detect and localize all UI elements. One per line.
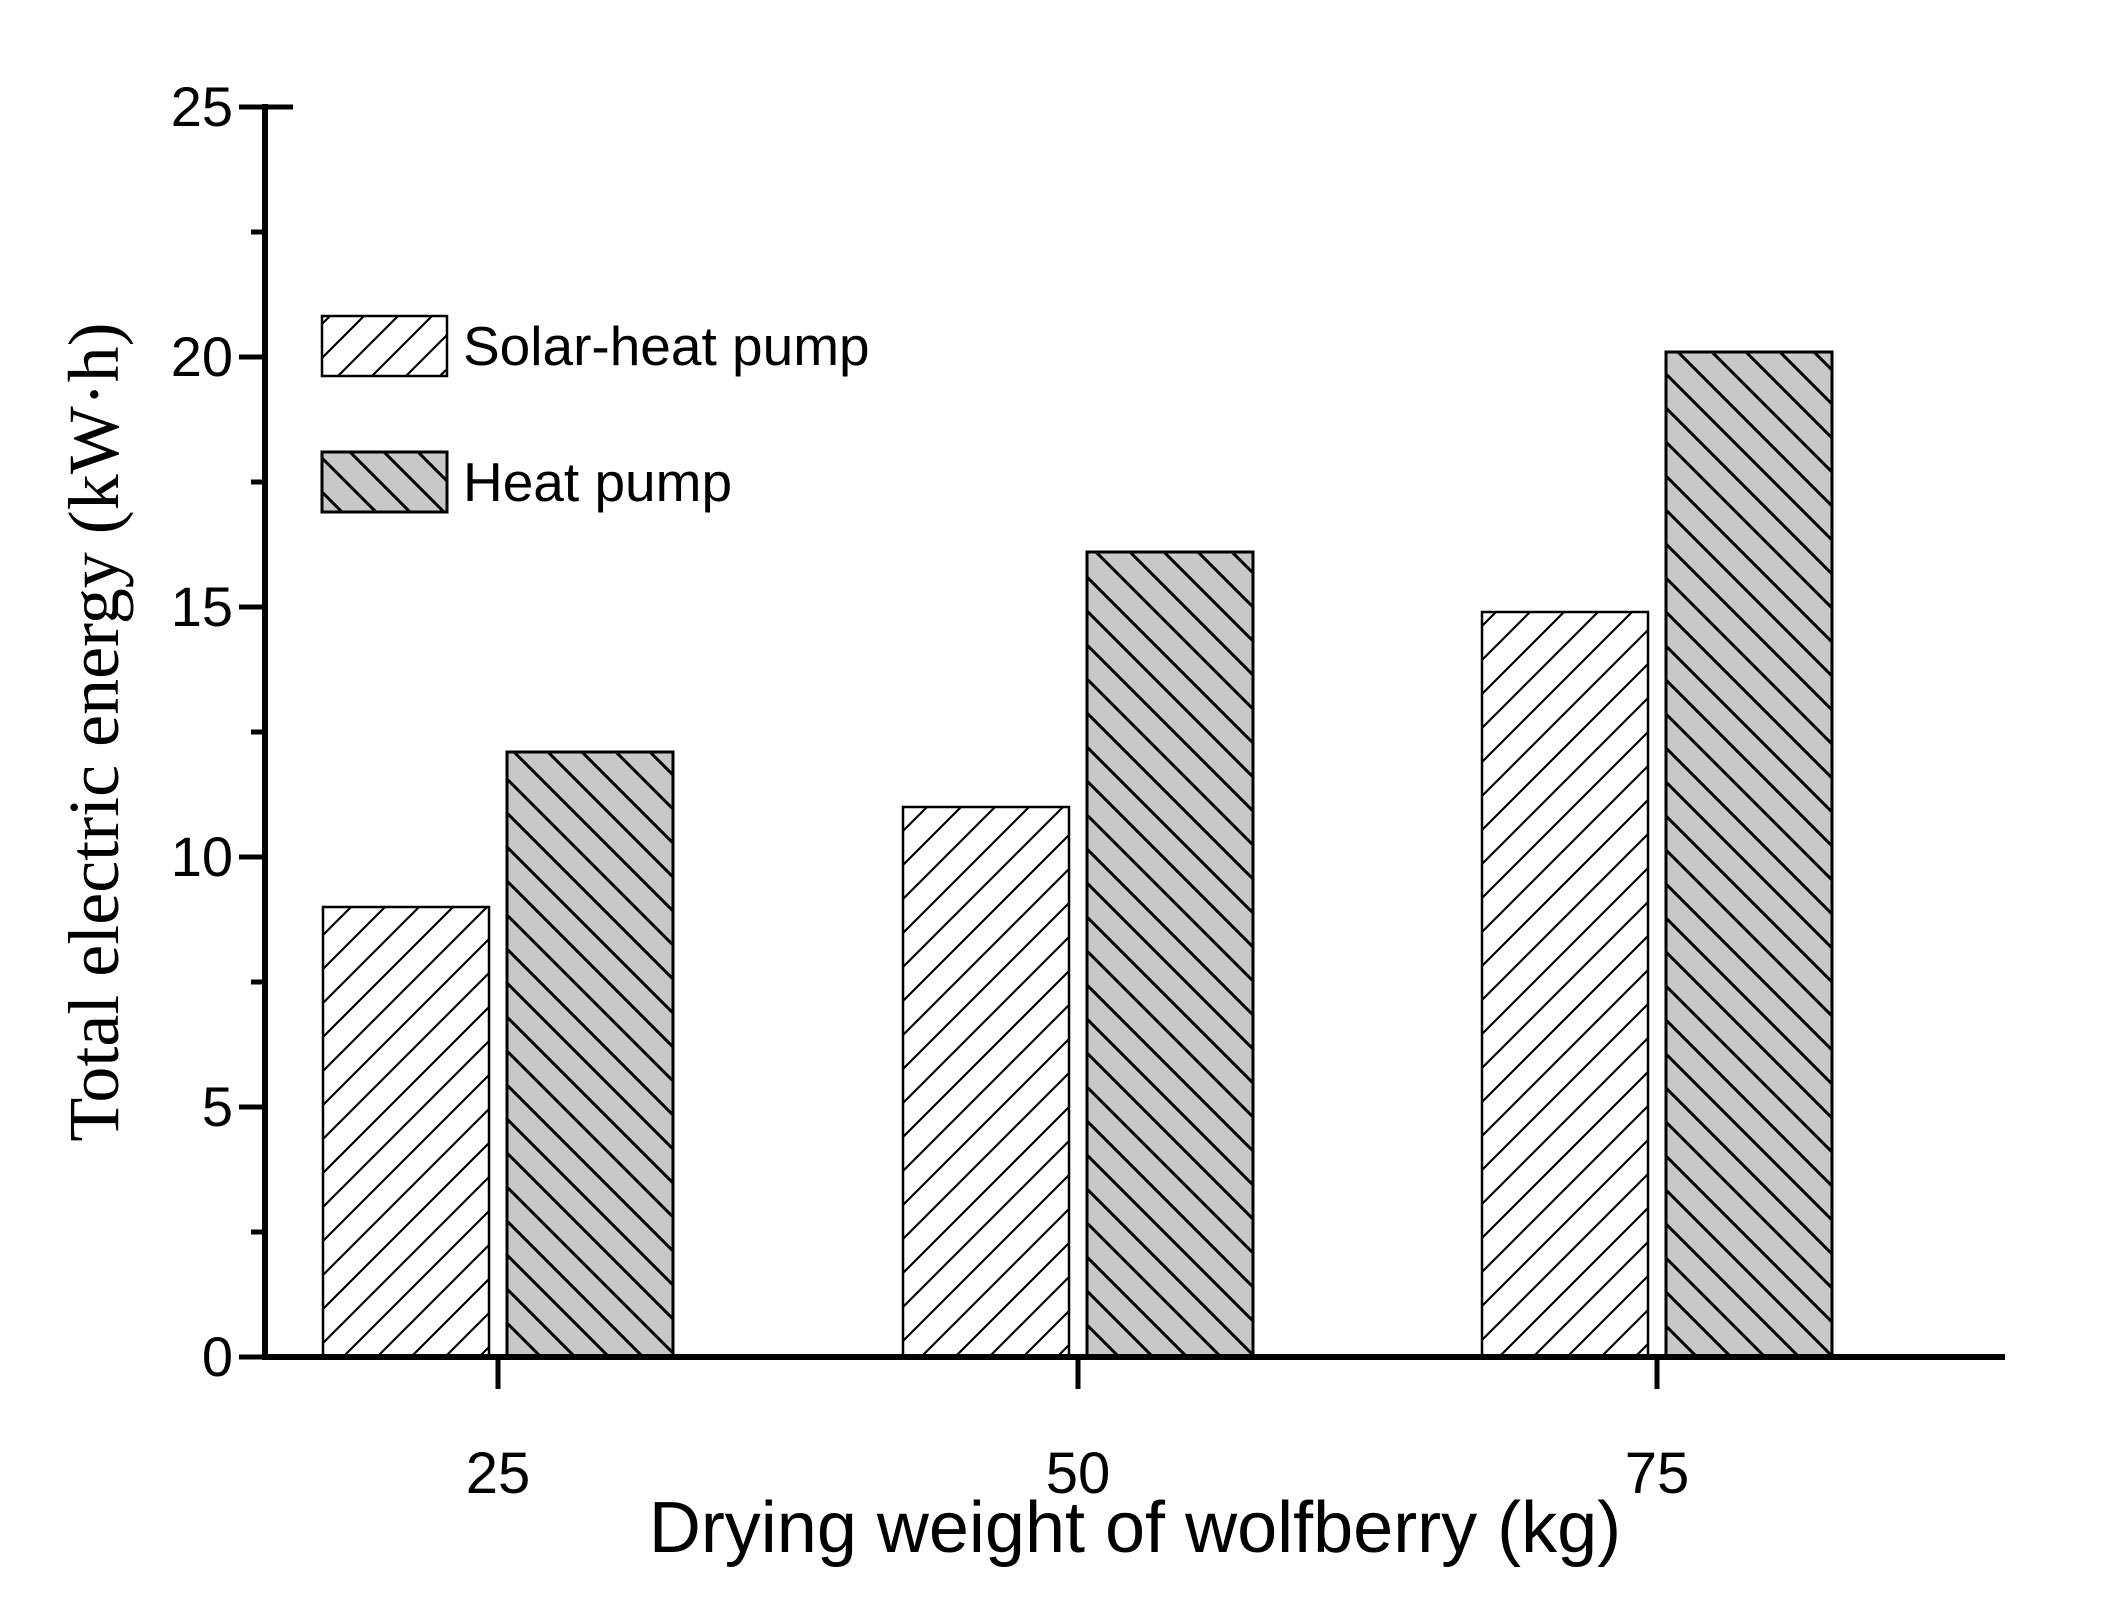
x-tick-label: 25: [466, 1441, 531, 1506]
bar-heat-pump-50kg: [1085, 550, 1255, 1359]
legend-swatch-heat-pump: [320, 450, 449, 514]
x-tick-label: 75: [1625, 1441, 1690, 1506]
y-tick-label: 25: [171, 75, 233, 138]
legend: Solar-heat pump Heat pump: [320, 314, 870, 514]
x-axis-title: Drying weight of wolfberry (kg): [649, 1488, 1621, 1568]
bar-heat-pump-25kg: [505, 750, 675, 1359]
bars-group: [321, 350, 1834, 1359]
y-axis-title: Total electric energy (kW·h): [54, 322, 134, 1141]
legend-swatch-solar-heat-pump: [320, 314, 449, 378]
y-axis-ticks: 0 5 10 15 20 25: [171, 75, 265, 1388]
y-tick-label: 10: [171, 825, 233, 888]
y-tick-label: 0: [202, 1325, 233, 1388]
x-tick-label: 50: [1046, 1441, 1111, 1506]
y-tick-label: 5: [202, 1075, 233, 1138]
legend-label-solar-heat-pump: Solar-heat pump: [463, 315, 870, 377]
y-tick-label: 20: [171, 325, 233, 388]
x-axis-ticks: 25 50 75: [466, 1357, 1690, 1506]
legend-label-heat-pump: Heat pump: [463, 451, 732, 513]
bar-heat-pump-75kg: [1664, 350, 1834, 1359]
y-tick-label: 15: [171, 575, 233, 638]
bar-solar-heat-pump-50kg: [901, 805, 1071, 1359]
bar-solar-heat-pump-75kg: [1480, 610, 1650, 1359]
bar-solar-heat-pump-25kg: [321, 905, 491, 1359]
